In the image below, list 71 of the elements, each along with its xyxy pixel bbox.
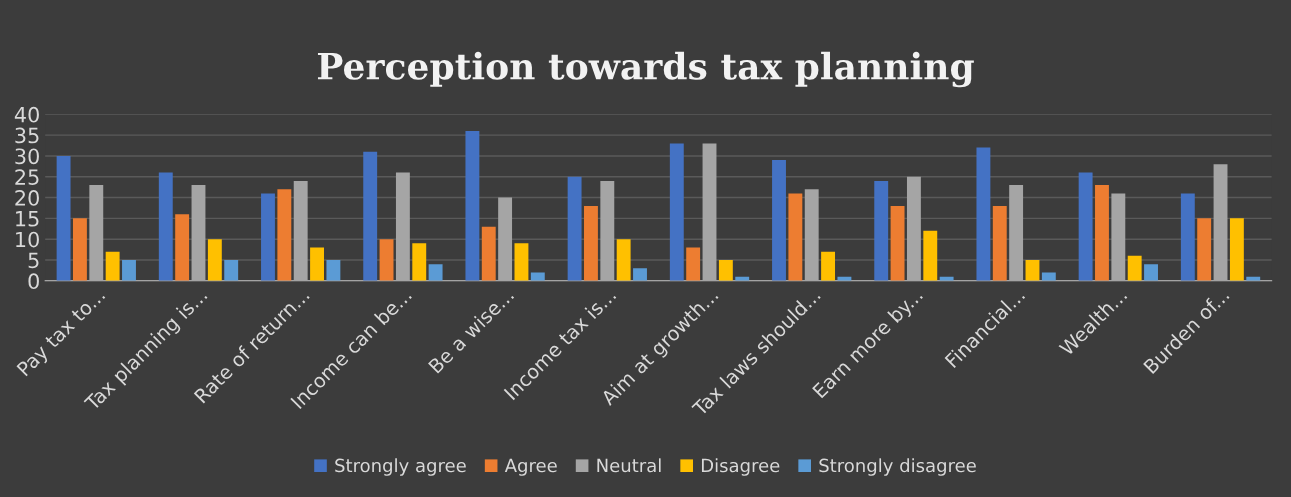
bar (1041, 272, 1056, 281)
bar (514, 243, 529, 281)
y-tick-label: 40 (14, 106, 39, 123)
bar (56, 155, 71, 281)
bar (207, 239, 222, 281)
legend-label: Disagree (701, 458, 780, 476)
bar (498, 197, 513, 281)
bar (567, 176, 582, 281)
bar (530, 272, 545, 281)
bar (616, 239, 631, 281)
bar (1127, 255, 1142, 281)
bar (1078, 172, 1093, 281)
bar (1229, 218, 1244, 281)
y-tick-label: 25 (15, 169, 39, 185)
bar (465, 130, 480, 281)
bar (772, 160, 786, 281)
bar (191, 185, 206, 281)
bar (72, 218, 87, 281)
bar (310, 247, 324, 281)
bar (277, 189, 292, 281)
bar (686, 247, 701, 281)
bar (1111, 193, 1126, 281)
bar (976, 147, 991, 281)
bar (1009, 185, 1024, 281)
bar (1144, 264, 1158, 281)
legend-label: Strongly disagree (819, 458, 976, 476)
bar (224, 259, 239, 281)
bar (158, 172, 173, 281)
bar (584, 205, 598, 281)
bar (122, 259, 136, 281)
bar (481, 226, 496, 281)
bar (992, 205, 1007, 281)
bar (1197, 218, 1212, 281)
legend-label: Agree (504, 458, 557, 476)
bar (906, 176, 921, 281)
bar (363, 151, 378, 281)
bar (105, 251, 120, 281)
bar (923, 230, 938, 281)
bar (874, 180, 889, 281)
legend-label: Neutral (597, 458, 661, 473)
bar (89, 185, 104, 281)
bar (702, 143, 717, 281)
bar (1095, 185, 1109, 281)
chart-title: Perception towards tax planning (317, 51, 974, 88)
y-tick-label: 10 (16, 231, 39, 248)
bar (326, 259, 341, 281)
bar (1180, 193, 1195, 281)
bar (1213, 164, 1228, 281)
y-tick-label: 20 (15, 190, 39, 206)
legend-label: Strongly agree (335, 458, 466, 476)
bar (600, 180, 615, 281)
bar (293, 180, 308, 281)
bar (633, 268, 647, 281)
bar (175, 214, 190, 281)
bar (428, 264, 443, 281)
bar (718, 259, 733, 281)
bar (804, 189, 819, 281)
bar (669, 143, 684, 281)
bar (395, 172, 410, 281)
y-tick-label: 15 (16, 211, 39, 227)
bar (890, 205, 905, 281)
bar (261, 193, 275, 281)
y-tick-label: 30 (15, 148, 39, 165)
y-tick-label: 35 (15, 127, 39, 144)
bar (788, 193, 803, 281)
y-tick-label: 5 (28, 252, 39, 269)
bar (1025, 259, 1040, 281)
bar (412, 243, 427, 281)
bar (379, 239, 394, 281)
bar (821, 251, 836, 281)
y-tick-label: 0 (28, 273, 39, 290)
